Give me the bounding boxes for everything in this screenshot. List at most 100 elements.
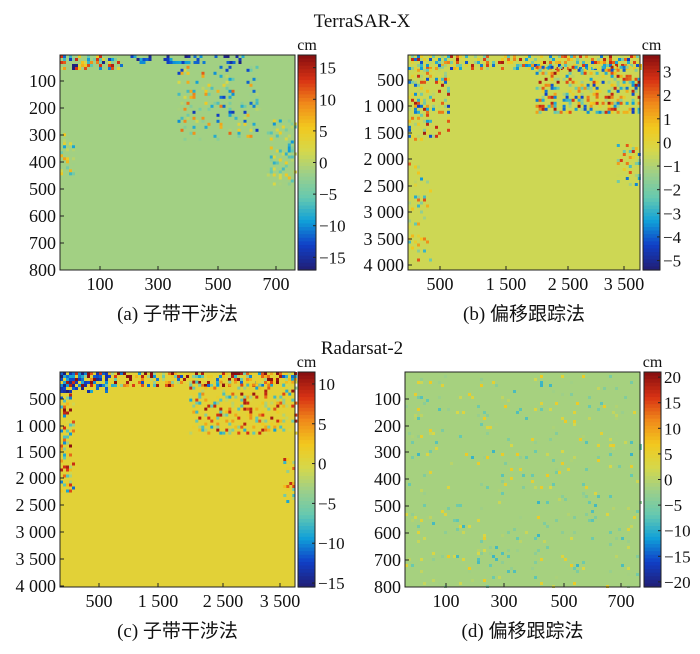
heatmap-cell: [438, 89, 441, 93]
heatmap-cell: [562, 68, 566, 72]
heatmap-cell: [243, 395, 247, 399]
heatmap-cell: [139, 61, 143, 64]
heatmap-cell: [417, 435, 420, 438]
heatmap-cell: [429, 450, 432, 453]
heatmap-cell: [249, 416, 253, 420]
colorbar-band: [298, 450, 315, 456]
heatmap-cell: [631, 107, 635, 111]
heatmap-cell: [234, 407, 238, 411]
heatmap-cell: [531, 67, 534, 70]
heatmap-cell: [278, 131, 282, 135]
heatmap-cell: [99, 67, 102, 70]
heatmap-cell: [477, 558, 480, 561]
heatmap-cell: [423, 402, 426, 405]
heatmap-cell: [216, 119, 220, 123]
heatmap-cell: [423, 249, 426, 253]
heatmap-cell: [426, 453, 429, 456]
heatmap-cell: [411, 564, 414, 567]
colorbar-band: [644, 565, 661, 570]
colorbar-band: [644, 569, 661, 574]
heatmap-cell: [444, 531, 447, 534]
heatmap-cell: [287, 146, 291, 150]
heatmap-cell: [231, 392, 235, 396]
heatmap-cell: [198, 375, 201, 378]
heatmap-cell: [63, 375, 66, 378]
heatmap-cell: [417, 58, 420, 61]
heatmap-cell: [288, 386, 292, 390]
heatmap-cell: [283, 485, 287, 488]
heatmap-cell: [408, 80, 411, 84]
heatmap-cell: [438, 74, 441, 78]
heatmap-cell: [531, 61, 534, 64]
heatmap-cell: [87, 55, 90, 58]
heatmap-cell: [255, 383, 259, 387]
heatmap-cell: [285, 416, 289, 420]
heatmap-cell: [255, 92, 259, 96]
heatmap-cell: [568, 71, 572, 75]
heatmap-cell: [501, 58, 504, 61]
heatmap-cell: [595, 95, 599, 99]
heatmap-cell: [417, 222, 420, 226]
heatmap-cell: [459, 525, 462, 528]
colorbar-band: [644, 379, 661, 384]
heatmap-cell: [453, 555, 456, 558]
heatmap-cell: [63, 133, 66, 137]
heatmap-cell: [283, 494, 287, 497]
heatmap-cell: [498, 489, 501, 492]
heatmap-cell: [544, 77, 548, 81]
heatmap-cell: [631, 147, 635, 150]
heatmap-cell: [444, 375, 447, 378]
heatmap-cell: [285, 389, 289, 393]
heatmap-cell: [279, 425, 283, 429]
heatmap-cell: [622, 168, 626, 171]
heatmap-cell: [624, 64, 627, 67]
heatmap-cell: [432, 89, 435, 93]
heatmap-cell: [282, 404, 286, 408]
colorbar-band: [298, 123, 316, 128]
heatmap-cell: [184, 61, 188, 64]
heatmap-cell: [462, 411, 465, 414]
heatmap-cell: [276, 410, 280, 414]
heatmap-cell: [574, 80, 578, 84]
heatmap-cell: [255, 101, 259, 105]
colorbar-band: [298, 227, 316, 232]
heatmap-cell: [282, 413, 286, 417]
heatmap-cell: [114, 375, 117, 378]
heatmap-cell: [586, 98, 590, 102]
heatmap-cell: [196, 61, 200, 64]
heatmap-cell: [562, 77, 566, 81]
heatmap-cell: [267, 428, 271, 432]
heatmap-cell: [72, 387, 75, 390]
heatmap-cell: [411, 456, 414, 459]
colorbar-band: [298, 137, 316, 142]
colorbar-band: [298, 483, 315, 488]
heatmap-cell: [631, 110, 635, 114]
heatmap-cell: [189, 372, 192, 375]
colorbar-band: [298, 80, 316, 85]
heatmap-cell: [565, 80, 569, 84]
colorbar-tick-label: 0: [318, 455, 327, 474]
heatmap-cell: [519, 64, 522, 67]
heatmap-cell: [117, 372, 120, 375]
heatmap-cell: [417, 234, 420, 238]
heatmap-cell: [99, 384, 102, 387]
heatmap-cell: [582, 483, 585, 486]
colorbar-tick-label: 3: [663, 63, 672, 82]
heatmap-cell: [69, 483, 72, 487]
heatmap-cell: [69, 441, 72, 445]
heatmap-cell: [177, 375, 180, 378]
heatmap-cell: [222, 380, 226, 384]
heatmap-cell: [63, 456, 66, 460]
heatmap-cell: [559, 110, 563, 114]
heatmap-cell: [601, 110, 605, 114]
heatmap-cell: [535, 104, 539, 108]
heatmap-cell: [429, 68, 432, 72]
heatmap-cell: [275, 128, 279, 132]
heatmap-cell: [278, 119, 282, 123]
heatmap-cell: [249, 92, 253, 96]
heatmap-cell: [426, 107, 429, 111]
heatmap-cell: [93, 381, 96, 384]
heatmap-cell: [474, 55, 477, 58]
colorbar-band: [298, 94, 316, 99]
